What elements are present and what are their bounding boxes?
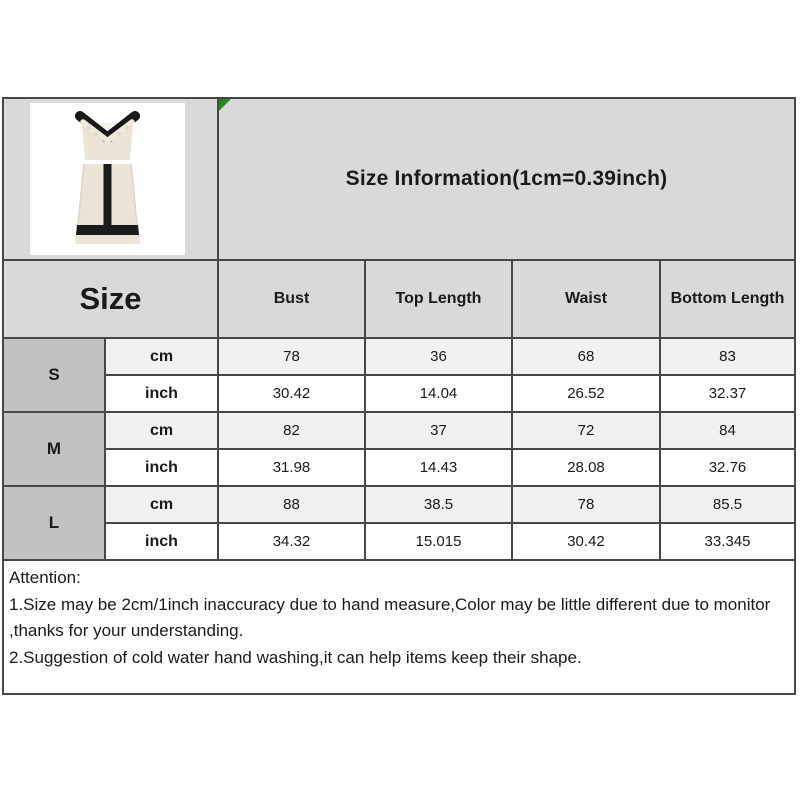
- value-s-cm-bust: 78: [219, 339, 364, 374]
- chart-title: Size Information(1cm=0.39inch): [345, 167, 668, 190]
- attention-heading: Attention:: [9, 568, 81, 587]
- col-header-waist: Waist: [513, 261, 659, 337]
- value-l-inch-bust: 34.32: [219, 524, 364, 559]
- unit-label: inch: [106, 524, 217, 559]
- value-l-cm-bust: 88: [219, 487, 364, 522]
- size-row-label-l: L: [4, 487, 104, 559]
- unit-label: inch: [106, 376, 217, 411]
- value-m-cm-bust: 82: [219, 413, 364, 448]
- dress-image: [30, 103, 185, 255]
- value-m-inch-bottom-length: 32.76: [661, 450, 794, 485]
- product-photo-cell: [4, 99, 217, 259]
- value-m-cm-waist: 72: [513, 413, 659, 448]
- col-header-top-length: Top Length: [366, 261, 511, 337]
- value-s-inch-bust: 30.42: [219, 376, 364, 411]
- value-m-cm-bottom-length: 84: [661, 413, 794, 448]
- value-l-cm-waist: 78: [513, 487, 659, 522]
- green-corner-marker-icon: [219, 99, 231, 111]
- size-row-label-m: M: [4, 413, 104, 485]
- unit-label: cm: [106, 339, 217, 374]
- unit-label: inch: [106, 450, 217, 485]
- value-l-inch-top-length: 15.015: [366, 524, 511, 559]
- value-m-inch-waist: 28.08: [513, 450, 659, 485]
- size-row-label-s: S: [4, 339, 104, 411]
- value-s-inch-waist: 26.52: [513, 376, 659, 411]
- attention-note-box: Attention: 1.Size may be 2cm/1inch inacc…: [4, 561, 794, 693]
- size-chart-panel: Size Information(1cm=0.39inch) Size Bust…: [2, 97, 796, 695]
- unit-label: cm: [106, 487, 217, 522]
- unit-label: cm: [106, 413, 217, 448]
- value-s-cm-top-length: 36: [366, 339, 511, 374]
- value-s-inch-bottom-length: 32.37: [661, 376, 794, 411]
- value-s-cm-waist: 68: [513, 339, 659, 374]
- col-header-bottom-length: Bottom Length: [661, 261, 794, 337]
- value-s-cm-bottom-length: 83: [661, 339, 794, 374]
- title-cell: Size Information(1cm=0.39inch): [219, 99, 794, 259]
- value-l-inch-waist: 30.42: [513, 524, 659, 559]
- value-l-cm-bottom-length: 85.5: [661, 487, 794, 522]
- attention-line-2: ,thanks for your understanding.: [9, 621, 244, 640]
- value-l-cm-top-length: 38.5: [366, 487, 511, 522]
- col-header-bust: Bust: [219, 261, 364, 337]
- size-column-header: Size: [4, 261, 217, 337]
- attention-line-1: 1.Size may be 2cm/1inch inaccuracy due t…: [9, 594, 771, 614]
- value-s-inch-top-length: 14.04: [366, 376, 511, 411]
- product-photo: [30, 103, 185, 255]
- value-m-inch-top-length: 14.43: [366, 450, 511, 485]
- value-m-inch-bust: 31.98: [219, 450, 364, 485]
- value-m-cm-top-length: 37: [366, 413, 511, 448]
- attention-line-3: 2.Suggestion of cold water hand washing,…: [9, 647, 582, 667]
- value-l-inch-bottom-length: 33.345: [661, 524, 794, 559]
